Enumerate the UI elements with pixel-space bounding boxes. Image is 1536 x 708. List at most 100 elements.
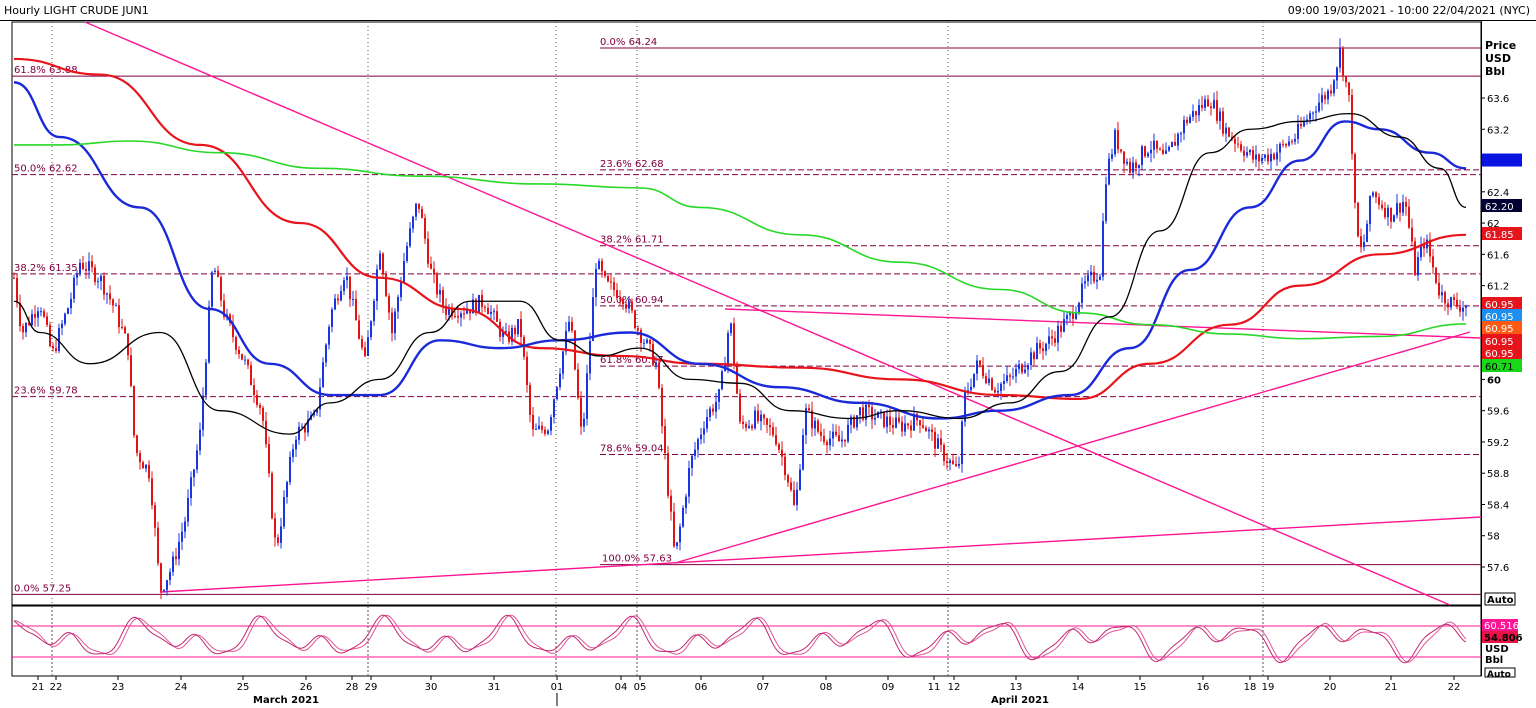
auto-button-main[interactable] (1484, 592, 1516, 606)
candle-body (1432, 256, 1434, 268)
candle-body (589, 340, 591, 374)
candle-body (1351, 94, 1353, 155)
candle-body (559, 373, 561, 388)
candle-body (655, 362, 657, 366)
candle-body (346, 276, 348, 281)
auto-button-indicator-label: Auto (1487, 670, 1511, 680)
candle-body (364, 347, 366, 357)
candle-body (811, 410, 813, 429)
price-tick-label-0: 63.6 (1487, 94, 1509, 105)
price-axis-title-1: Price (1485, 39, 1516, 52)
candle-body (1060, 325, 1062, 332)
candle-body (1102, 221, 1104, 277)
candle-body (205, 362, 207, 396)
auto-button-main-label: Auto (1487, 595, 1514, 606)
candle-body (241, 353, 243, 360)
candle-body (1396, 203, 1398, 216)
trendline-2 (674, 331, 1471, 564)
candle-body (871, 407, 873, 420)
candle-body (853, 416, 855, 428)
candle-body (1240, 144, 1242, 151)
candle-body (664, 426, 666, 454)
candle-body (925, 427, 927, 432)
candle-body (1390, 207, 1392, 222)
candle-body (1234, 138, 1236, 144)
price-label-bg-7 (1482, 359, 1522, 372)
candle-body (979, 360, 981, 365)
candle-body (742, 421, 744, 424)
candle-body (1078, 302, 1080, 313)
candle-body (868, 404, 870, 408)
candle-body (61, 323, 63, 329)
candle-body (1051, 336, 1053, 339)
candle-body (376, 269, 378, 302)
candle-body (1420, 244, 1422, 258)
candle-body (1345, 75, 1347, 83)
candle-body (475, 299, 477, 314)
candle-body (280, 526, 282, 543)
fib-right-label-6: 100.0% 57.63 (602, 554, 672, 565)
candle-body (1429, 239, 1431, 257)
ma-black-line (13, 112, 1467, 435)
day-label-21: 15 (1134, 682, 1147, 693)
candle-body (307, 419, 309, 433)
candle-body (571, 321, 573, 331)
day-label-5: 26 (300, 682, 313, 693)
candle-body (907, 423, 909, 426)
candle-body (40, 311, 42, 313)
candle-body (628, 301, 630, 309)
stochastic-oscillator (12, 607, 1481, 676)
candle-body (490, 311, 492, 315)
gridlines (51, 22, 1264, 676)
price-label-bg-5 (1482, 334, 1522, 347)
candle-body (1453, 297, 1455, 300)
candle-body (1030, 352, 1032, 366)
candle-body (136, 435, 138, 454)
price-tick-label-8: 60 (1487, 375, 1501, 386)
candle-body (1120, 149, 1122, 152)
candle-body (1087, 275, 1089, 282)
candle-body (163, 589, 165, 591)
candle-body (457, 316, 459, 318)
price-label-4: 60.95 (1485, 324, 1514, 335)
candle-body (736, 364, 738, 394)
candle-body (259, 404, 261, 408)
price-tick-label-12: 58.4 (1487, 500, 1509, 511)
candle-body (22, 326, 24, 333)
date-range: 09:00 19/03/2021 - 10:00 22/04/2021 (NYC… (1288, 4, 1530, 17)
candle-body (1393, 215, 1395, 222)
candle-body (1324, 95, 1326, 100)
candle-body (1426, 239, 1428, 249)
candle-body (937, 438, 939, 449)
candle-body (262, 407, 264, 421)
day-label-15: 08 (820, 682, 833, 693)
candle-body (1282, 143, 1284, 145)
day-label-7: 29 (365, 682, 378, 693)
candle-body (1099, 276, 1101, 280)
candle-body (541, 425, 543, 430)
candle-body (787, 475, 789, 483)
candle-body (1039, 343, 1041, 349)
candle-body (1258, 154, 1260, 162)
day-label-3: 24 (175, 682, 188, 693)
candle-body (1093, 271, 1095, 282)
candle-body (1303, 121, 1305, 127)
candle-body (1384, 208, 1386, 218)
candle-body (712, 408, 714, 412)
candle-body (988, 378, 990, 384)
auto-button-indicator[interactable] (1484, 667, 1516, 678)
candle-body (313, 412, 315, 416)
candle-body (958, 464, 960, 466)
day-label-2: 23 (112, 682, 125, 693)
price-label-bg-0 (1482, 199, 1522, 212)
candle-body (1042, 348, 1044, 352)
candle-body (721, 371, 723, 390)
price-tick-label-11: 58.8 (1487, 469, 1509, 480)
candle-body (1012, 376, 1014, 378)
candle-body (166, 580, 168, 590)
candle-body (1000, 383, 1002, 392)
candle-body (1045, 343, 1047, 352)
candle-body (1456, 299, 1458, 307)
candle-body (274, 518, 276, 538)
